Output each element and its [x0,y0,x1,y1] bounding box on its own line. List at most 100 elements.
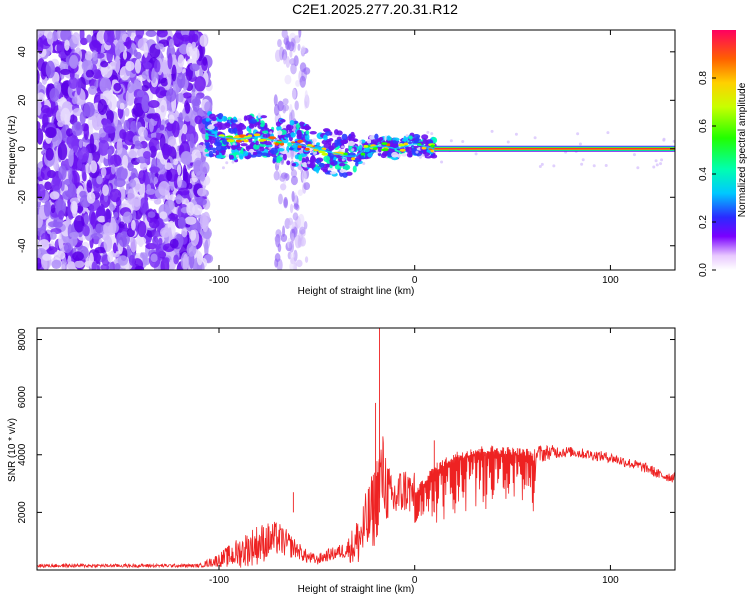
heatmap-noise-cell [45,60,56,79]
heatmap-noise-cell [199,34,208,47]
heatmap-speckle [225,161,229,165]
heatmap-signal-cell [342,172,348,178]
heatmap-signal-cell [248,124,255,129]
heatmap-noise-cell [42,253,52,261]
heatmap-noise-cell [167,71,172,86]
heatmap-speckle [580,162,584,166]
heatmap-noise-cell [124,107,130,117]
heatmap-noise-cell [89,160,98,174]
heatmap-noise-cell [125,60,135,72]
heatmap-noise-cell [77,146,90,163]
heatmap-noise-cell [58,165,67,181]
heatmap-noise-cell [107,94,117,111]
heatmap-signal-cell [276,125,282,132]
heatmap-hot-cell [403,142,409,146]
heatmap-noise-cell [119,102,125,110]
heatmap-speckle [581,158,585,162]
y-tick-label: 8000 [17,328,28,351]
heatmap-signal-cell [209,147,217,151]
x-tick-label: 100 [602,275,619,286]
heatmap-hot-cell [253,133,261,137]
heatmap-noise-cell [59,68,71,75]
heatmap-signal-cell [344,148,349,152]
heatmap-signal-cell [230,119,238,123]
heatmap-signal-cell [289,119,295,126]
heatmap-noise-cell [37,257,42,270]
heatmap-band-cell [295,80,301,87]
heatmap-signal-cell [243,115,248,122]
heatmap-noise-cell [44,181,52,191]
heatmap-speckle [426,130,430,134]
heatmap-band-cell [290,109,295,122]
heatmap-noise-cell [106,46,114,63]
heatmap-noise-cell [49,191,60,200]
heatmap-signal-cell [249,119,258,124]
heatmap-signal-cell [208,113,217,120]
heatmap-speckle [655,163,659,167]
spectrogram-x-label: Height of straight line (km) [298,286,415,297]
heatmap-noise-cell [164,162,172,170]
heatmap-noise-cell [159,211,168,220]
heatmap-noise-cell [171,64,177,82]
heatmap-signal-cell [221,115,228,122]
heatmap-noise-cell [62,190,73,200]
heatmap-speckle [228,143,232,147]
heatmap-speckle [659,162,663,166]
heatmap-noise-cell [195,94,201,104]
heatmap-noise-cell [127,81,134,94]
heatmap-noise-cell [189,133,195,149]
heatmap-noise-cell [177,175,182,188]
heatmap-noise-cell [134,265,145,270]
heatmap-signal-cell [341,133,348,141]
colorbar-tick-label: 0.0 [698,263,709,277]
heatmap-signal-cell [401,153,408,157]
heatmap-noise-cell [158,237,163,246]
heatmap-noise-cell [159,99,168,116]
heatmap-signal-cell [260,152,269,157]
heatmap-noise-cell [67,255,72,265]
heatmap-noise-cell [103,235,113,252]
heatmap-noise-cell [38,239,50,251]
heatmap-noise-cell [90,233,103,240]
heatmap-speckle [533,136,537,140]
heatmap-noise-cell [71,121,83,137]
x-tick-label: 100 [602,575,619,586]
heatmap-noise-cell [76,78,82,96]
heatmap-noise-cell [146,183,152,192]
heatmap-noise-cell [102,184,109,196]
heatmap-speckle [362,162,366,166]
heatmap-speckle [474,152,478,156]
heatmap-signal-cell [316,142,321,146]
heatmap-noise-cell [64,39,70,51]
heatmap-band-cell [289,240,295,253]
heatmap-noise-cell [40,105,50,114]
heatmap-noise-cell [81,60,94,72]
spectrogram-y-axis: -40 -20 0 20 40 [17,46,675,253]
heatmap-band-cell [289,252,295,259]
heatmap-speckle [415,150,419,154]
colorbar-gradient [712,30,736,270]
heatmap-noise-cell [122,50,127,60]
heatmap-noise-cell [89,133,95,151]
heatmap-band-cell [299,62,307,73]
heatmap-signal-cell [270,147,278,155]
heatmap-noise-cell [57,120,64,128]
heatmap-noise-cell [156,30,168,38]
heatmap-band-cell [294,100,299,111]
heatmap-signal-cell [277,130,283,136]
heatmap-speckle [307,161,311,165]
heatmap-noise-cell [68,149,74,167]
heatmap-signal-cell [358,144,363,152]
heatmap-noise-cell [49,87,60,102]
heatmap-noise-cell [180,34,191,42]
heatmap-noise-cell [103,222,113,236]
colorbar-ticks: 0.0 0.2 0.4 0.6 0.8 [698,71,716,277]
heatmap-band-cell [303,220,308,230]
heatmap-hot-cell [398,143,406,147]
snr-panel: -100 0 100 2000 4000 6000 8000 Height of stra… [7,327,676,595]
heatmap-hot-cell [360,152,366,156]
heatmap-band-cell [283,196,288,209]
heatmap-signal-cell [352,138,359,142]
heatmap-band-cell [277,38,282,48]
heatmap-noise-cell [202,215,209,233]
